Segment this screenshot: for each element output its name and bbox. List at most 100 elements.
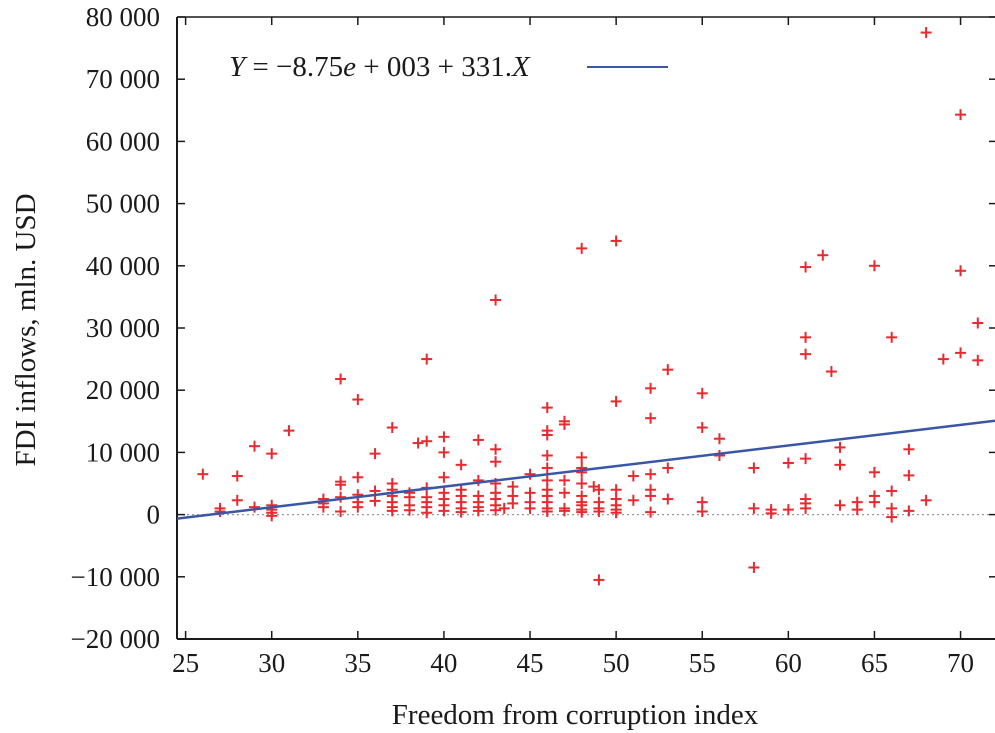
- x-tick-label: 65: [861, 648, 888, 678]
- data-point: [903, 505, 915, 517]
- legend-x-symbol: X: [511, 51, 531, 83]
- data-point: [782, 457, 794, 469]
- data-point: [748, 502, 760, 514]
- legend-equation-part-1: = −8.75: [245, 51, 343, 83]
- y-axis-title: FDI inflows, mln. USD: [10, 193, 42, 466]
- x-tick-label: 45: [517, 648, 544, 678]
- data-point: [748, 462, 760, 474]
- data-point: [266, 448, 278, 460]
- data-point: [955, 109, 967, 121]
- data-point: [610, 484, 622, 496]
- data-point: [825, 366, 837, 378]
- x-tick-label: 35: [344, 648, 371, 678]
- data-point: [524, 468, 536, 480]
- x-tick-label: 25: [172, 648, 199, 678]
- data-point: [817, 249, 829, 261]
- data-point: [645, 468, 657, 480]
- regression-line: [176, 419, 995, 520]
- data-point: [335, 491, 347, 503]
- data-point: [645, 490, 657, 502]
- data-point: [335, 373, 347, 385]
- data-point: [696, 422, 708, 434]
- data-point: [800, 331, 812, 343]
- data-point: [472, 505, 484, 517]
- y-tick-label: 30 000: [86, 313, 160, 343]
- data-point: [558, 418, 570, 430]
- data-point: [868, 496, 880, 508]
- x-tick-label: 55: [689, 648, 716, 678]
- data-point: [412, 437, 424, 449]
- data-point: [498, 502, 510, 514]
- data-point: [472, 474, 484, 486]
- data-point: [903, 443, 915, 455]
- y-tick-label: 70 000: [86, 64, 160, 94]
- data-point: [490, 504, 502, 516]
- y-tick-label: −20 000: [71, 624, 160, 654]
- data-point: [834, 499, 846, 511]
- data-point: [610, 395, 622, 407]
- data-point: [627, 494, 639, 506]
- data-point: [524, 487, 536, 499]
- data-point: [886, 511, 898, 523]
- data-point: [438, 505, 450, 517]
- data-point: [576, 242, 588, 254]
- data-point: [800, 261, 812, 273]
- data-point: [576, 478, 588, 489]
- data-point: [662, 462, 674, 474]
- y-tick-label: 60 000: [86, 126, 160, 156]
- x-axis-title: Freedom from corruption index: [392, 699, 759, 731]
- y-tick-label: 50 000: [86, 189, 160, 219]
- data-point: [834, 459, 846, 471]
- data-point: [386, 422, 398, 434]
- data-point: [937, 353, 949, 365]
- data-point: [541, 402, 553, 414]
- data-point: [558, 487, 570, 499]
- data-point: [421, 435, 433, 447]
- x-tick-label: 50: [603, 648, 630, 678]
- data-point: [490, 294, 502, 306]
- data-point: [748, 561, 760, 573]
- data-point: [231, 494, 243, 506]
- data-point: [369, 495, 381, 507]
- data-point: [576, 506, 588, 518]
- data-point: [593, 505, 605, 517]
- y-tick-label: 20 000: [86, 375, 160, 405]
- data-point: [541, 450, 553, 462]
- data-point: [438, 471, 450, 483]
- data-point: [335, 479, 347, 491]
- x-tick-label: 70: [947, 648, 974, 678]
- data-point: [197, 468, 209, 480]
- data-point: [662, 364, 674, 376]
- data-point: [955, 265, 967, 277]
- data-point: [490, 443, 502, 455]
- regression-line-group: [176, 419, 995, 520]
- data-point: [886, 331, 898, 343]
- data-point: [541, 505, 553, 517]
- data-point: [248, 440, 260, 452]
- y-tick-label: 0: [147, 500, 161, 530]
- data-point: [266, 510, 278, 522]
- data-point: [403, 504, 415, 516]
- y-tick-label: 80 000: [86, 2, 160, 32]
- x-tick-label: 30: [258, 648, 285, 678]
- data-point: [369, 448, 381, 460]
- data-point: [696, 496, 708, 508]
- legend-label: Y = −8.75e + 003 + 331.X: [229, 51, 531, 83]
- data-point: [972, 354, 984, 366]
- data-point: [662, 493, 674, 505]
- data-point: [955, 347, 967, 359]
- data-point: [920, 27, 932, 39]
- data-point: [352, 471, 364, 483]
- data-point: [610, 235, 622, 247]
- data-point: [335, 505, 347, 517]
- data-point: [972, 317, 984, 329]
- data-point: [920, 494, 932, 506]
- data-point: [541, 429, 553, 441]
- x-tick-label: 40: [430, 648, 457, 678]
- data-point: [800, 502, 812, 514]
- data-point: [352, 394, 364, 406]
- data-point: [765, 507, 777, 519]
- data-point: [490, 456, 502, 468]
